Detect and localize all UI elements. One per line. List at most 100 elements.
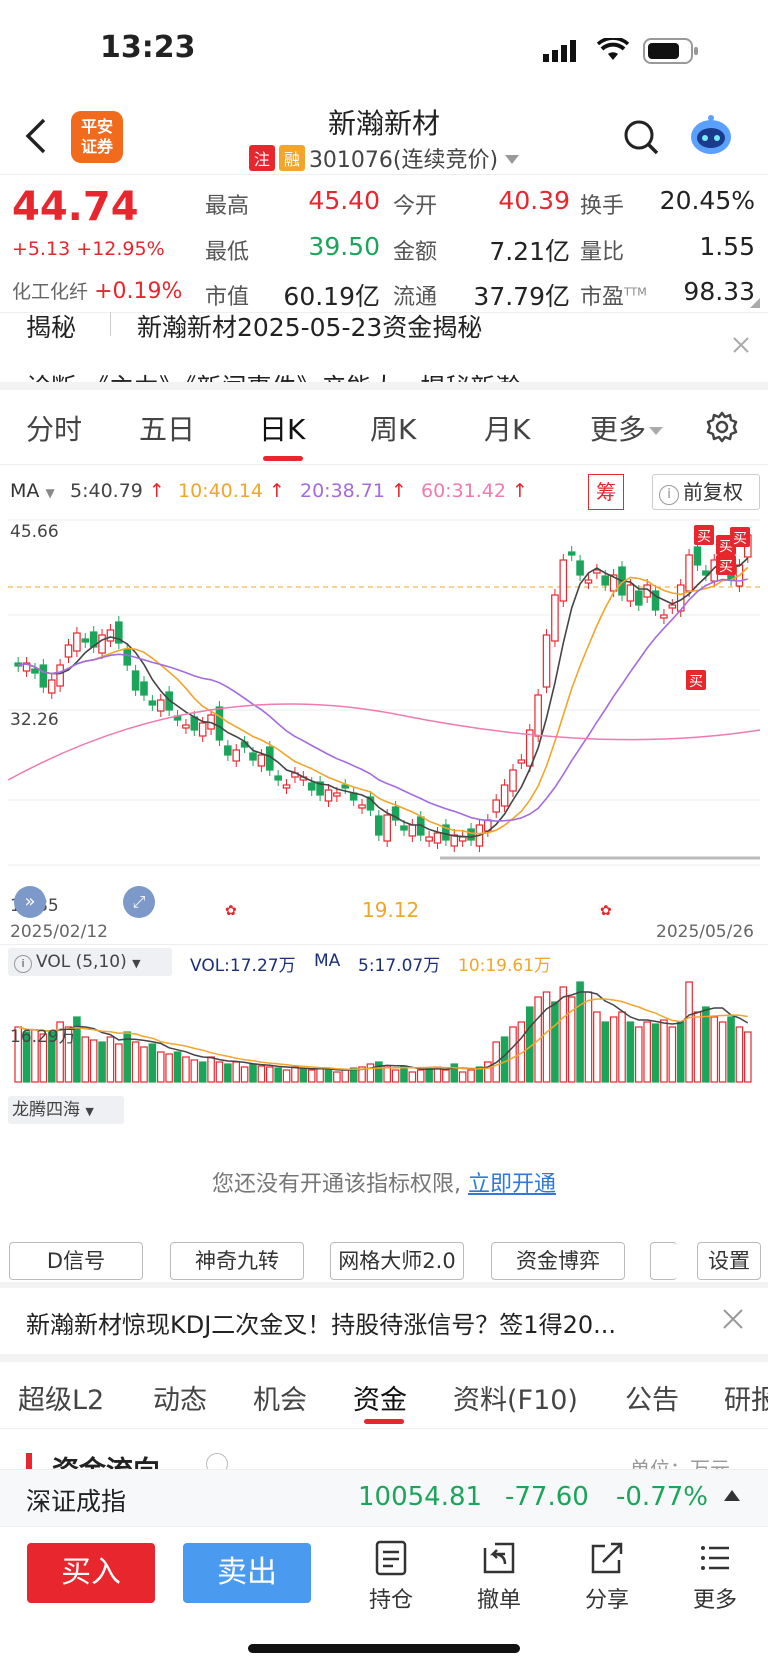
back-button[interactable] xyxy=(22,116,50,160)
close-reveal-button[interactable] xyxy=(732,336,750,358)
signal-icon xyxy=(543,40,583,66)
robot-assistant-button[interactable] xyxy=(688,112,734,162)
volume-ma10-line xyxy=(17,998,748,1070)
candle xyxy=(282,784,291,789)
buy-marker xyxy=(694,525,714,545)
magic-nine-button[interactable]: 神奇九转 xyxy=(170,1242,304,1280)
section-gap xyxy=(0,1354,768,1362)
volume-bar xyxy=(165,1053,173,1083)
close-icon xyxy=(733,337,749,353)
expand-corner-icon[interactable] xyxy=(750,298,760,308)
candle xyxy=(634,590,643,606)
candle xyxy=(123,648,132,666)
buy-button[interactable]: 买入 xyxy=(27,1543,155,1603)
tab-research[interactable]: 研报 xyxy=(724,1385,768,1416)
fund-flow-title: 资金流向 xyxy=(52,1449,160,1469)
reveal-banner[interactable]: 揭秘 新瀚新材2025-05-23资金揭秘 诊断 《主力》《新闻事件》产能大 ·… xyxy=(0,300,768,382)
tab-opportunity[interactable]: 机会 xyxy=(253,1385,307,1416)
more-icon xyxy=(701,1546,729,1570)
candle xyxy=(22,662,31,672)
tool-settings-button[interactable]: 设置 xyxy=(697,1242,761,1280)
volume-bar xyxy=(81,1036,90,1083)
close-news-button[interactable] xyxy=(722,1308,744,1334)
volume-bar xyxy=(609,1016,618,1083)
cancel-order-button[interactable]: 撤单 xyxy=(459,1540,539,1614)
divider xyxy=(0,944,768,945)
tab-capital[interactable]: 资金 xyxy=(353,1385,407,1416)
tab-news-feed[interactable]: 动态 xyxy=(153,1385,207,1416)
tab-profile-f10[interactable]: 资料(F10) xyxy=(453,1385,578,1416)
positions-button[interactable]: 持仓 xyxy=(351,1540,431,1614)
volume-bar xyxy=(618,1011,626,1083)
volume-bar xyxy=(333,1071,341,1083)
tab-weekly-k[interactable]: 周K xyxy=(370,413,417,446)
candle xyxy=(450,834,459,847)
candle xyxy=(156,699,165,712)
positions-label: 持仓 xyxy=(368,1588,413,1613)
volume-selector[interactable]: i VOL (5,10) ▼ xyxy=(8,948,172,976)
volume-bar xyxy=(584,991,593,1083)
candle xyxy=(232,749,241,762)
volume-chart[interactable] xyxy=(0,980,768,1085)
chip-distribution-button[interactable]: 筹 xyxy=(588,474,624,510)
candlestick-chart[interactable]: 买买 买买买✿ ✿ xyxy=(0,515,768,935)
candle xyxy=(73,632,81,652)
volume-bar xyxy=(232,1061,241,1083)
stock-title: 新瀚新材 xyxy=(327,107,440,140)
partial-tool-button[interactable] xyxy=(650,1242,677,1280)
tab-super-l2[interactable]: 超级L2 xyxy=(18,1385,105,1416)
tab-monthly-k[interactable]: 月K xyxy=(484,413,531,446)
value-open: 40.39 xyxy=(498,186,570,215)
caret-up-icon[interactable] xyxy=(724,1490,740,1501)
fullscreen-button[interactable]: ⤢ xyxy=(123,886,155,918)
open-indicator-link[interactable]: 立即开通 xyxy=(467,1172,556,1197)
capital-game-button[interactable]: 资金博弈 xyxy=(491,1242,625,1280)
volume-bar xyxy=(274,1067,282,1083)
expand-chart-button[interactable]: » xyxy=(14,886,46,918)
volume-ma5: 5:17.07万 xyxy=(358,956,441,976)
volume-bar xyxy=(517,1021,526,1083)
stock-subtitle[interactable]: 注融 301076(连续竞价) xyxy=(0,142,768,174)
grid-master-button[interactable]: 网格大师2.0 xyxy=(330,1242,464,1280)
caret-down-icon xyxy=(505,155,520,164)
tab-five-day[interactable]: 五日 xyxy=(139,413,196,446)
value-amount: 7.21亿 xyxy=(489,237,570,266)
tab-daily-k[interactable]: 日K xyxy=(259,413,306,446)
robot-icon xyxy=(691,115,731,154)
volume-bar xyxy=(39,1033,48,1083)
ma-selector[interactable]: MA ▼ xyxy=(10,480,55,502)
news-banner[interactable]: 新瀚新材惊现KDJ二次金叉！持股待涨信号？签1得20... xyxy=(26,1311,616,1339)
caret-down-icon xyxy=(649,427,664,435)
indicator-locked-message: 您还没有开通该指标权限, 立即开通 xyxy=(211,1172,556,1197)
d-signal-button[interactable]: D信号 xyxy=(9,1242,143,1280)
chart-settings-button[interactable] xyxy=(706,411,738,447)
candle xyxy=(198,722,207,737)
volume-bar xyxy=(106,1036,115,1083)
indicator-selector[interactable]: 龙腾四海 ▼ xyxy=(8,1096,124,1124)
volume-ma10: 10:19.61万 xyxy=(458,956,552,976)
sell-button[interactable]: 卖出 xyxy=(183,1543,311,1603)
more-actions-button[interactable]: 更多 xyxy=(675,1540,755,1614)
volume-bar xyxy=(358,1066,366,1083)
tab-intraday[interactable]: 分时 xyxy=(26,413,83,446)
volume-bar xyxy=(148,1043,157,1083)
share-button[interactable]: 分享 xyxy=(567,1540,647,1614)
ma60-line xyxy=(7,703,761,781)
candle xyxy=(375,815,383,836)
candle xyxy=(458,836,467,842)
value-float-cap: 37.79亿 xyxy=(473,282,570,311)
section-gap xyxy=(0,382,768,390)
volume-bar xyxy=(702,1006,710,1083)
adjust-mode-button[interactable]: i 前复权 xyxy=(652,474,760,510)
index-bar[interactable]: 深证成指 10054.81 -77.60 -0.77% xyxy=(0,1469,768,1527)
volume-bar xyxy=(22,1031,31,1083)
candle xyxy=(500,784,509,807)
sector-quote[interactable]: 化工化纤 +0.19% xyxy=(12,279,183,304)
ma20-line xyxy=(18,578,748,822)
tab-announcements[interactable]: 公告 xyxy=(625,1385,679,1416)
buy-marker-label: 买 xyxy=(733,531,747,547)
candle xyxy=(98,634,106,654)
tab-more[interactable]: 更多 xyxy=(590,408,664,448)
search-button[interactable] xyxy=(623,119,659,159)
